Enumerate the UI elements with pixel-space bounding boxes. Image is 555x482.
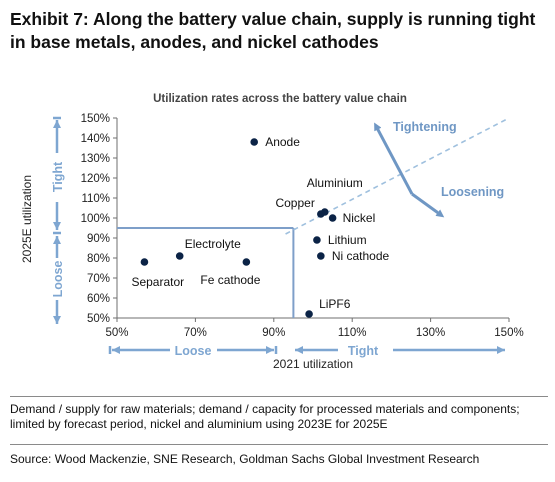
y-tick-label: 120% [81,173,110,185]
chart-title: Utilization rates across the battery val… [153,93,407,105]
data-point-label: Nickel [343,211,376,225]
data-point [305,310,313,318]
y-tick-label: 70% [87,273,110,285]
data-point [317,210,325,218]
scatter-chart: Utilization rates across the battery val… [20,93,524,371]
y-tick-label: 60% [87,293,110,305]
data-point-label: Electrolyte [185,237,241,251]
y-tick-label: 110% [81,193,110,205]
data-point-label: LiPF6 [319,297,351,311]
y-tick-label: 130% [81,153,110,165]
footnote: Demand / supply for raw materials; deman… [10,402,520,431]
x-band-arrow-right [497,346,505,354]
divider-bottom [10,444,548,445]
plot-area: 50% 70% 90% 110% 130% 150% 50% 60% 70% 80% 90% 100%… [20,113,524,371]
x-band-arrow-left [295,346,303,354]
tightening-arrow [374,122,414,195]
data-point-label: Separator [131,275,184,289]
x-band-arrow-right [266,346,274,354]
x-tick-label: 90% [262,327,285,339]
loosening-label: Loosening [441,185,504,199]
data-point-label: Anode [265,135,300,149]
loosening-arrow [411,192,445,218]
y-tick-label: 150% [81,113,110,125]
x-tick-label: 150% [494,327,523,339]
data-point [175,252,184,260]
data-point [317,252,325,260]
diagonal-dashed-line [285,117,510,235]
data-point [140,258,149,266]
x-axis-label: 2021 utilization [273,357,353,371]
source-note: Source: Wood Mackenzie, SNE Research, Go… [10,452,480,466]
data-point [250,138,258,146]
data-point-label: Fe cathode [200,273,260,287]
y-tick-label: 80% [87,253,110,265]
x-band-label-tight: Tight [348,344,379,358]
x-band-label-loose: Loose [175,344,212,358]
y-tick-label: 100% [81,213,110,225]
divider-top [10,396,548,397]
data-point [328,214,337,222]
data-point [313,236,321,244]
data-point-label: Copper [275,196,314,210]
y-band-arrow-down [53,316,61,324]
exhibit-title: Exhibit 7: Along the battery value chain… [10,9,536,52]
y-band-arrow-up [53,236,61,244]
x-tick-label: 130% [416,327,445,339]
x-tick-label: 110% [338,327,367,339]
tightening-label: Tightening [393,120,457,134]
y-tick-label: 140% [81,133,110,145]
y-tick-label: 90% [87,233,110,245]
x-tick-label: 50% [105,327,128,339]
data-point [242,258,251,266]
data-point-label: Aluminium [307,176,363,190]
y-band-arrow-down [53,222,61,230]
y-axis-label: 2025E utilization [20,175,34,263]
data-point-label: Lithium [328,233,367,247]
y-band-label-tight: Tight [51,161,65,192]
y-band-label-loose: Loose [51,261,65,298]
y-band-arrow-up [53,120,61,128]
data-point-label: Ni cathode [332,249,390,263]
x-band-arrow-left [112,346,120,354]
y-tick-label: 50% [87,313,110,325]
x-tick-label: 70% [184,327,207,339]
